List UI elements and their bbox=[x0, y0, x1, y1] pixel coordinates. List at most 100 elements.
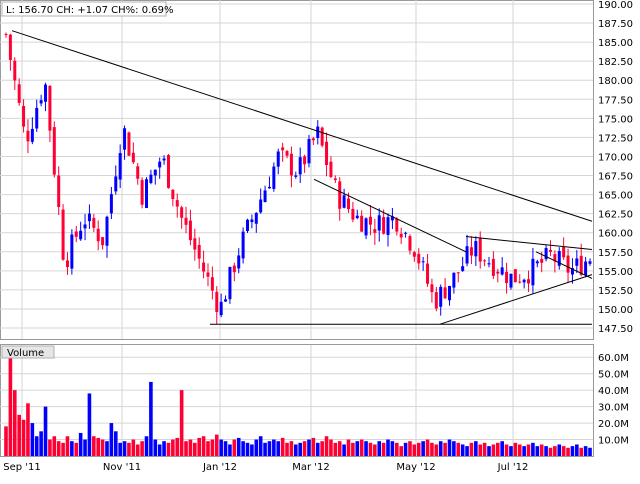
volume-bar bbox=[179, 390, 184, 456]
candle-body bbox=[566, 255, 570, 273]
candle-body bbox=[197, 245, 201, 259]
volume-bar bbox=[561, 446, 566, 456]
candle-body bbox=[426, 263, 430, 284]
candle-body bbox=[158, 161, 162, 168]
volume-bar bbox=[324, 436, 329, 456]
candle-body bbox=[281, 147, 285, 151]
date-tick-label: May '12 bbox=[396, 462, 435, 473]
volume-bar bbox=[359, 439, 364, 456]
candle-body bbox=[346, 198, 350, 210]
volume-bar bbox=[100, 439, 105, 456]
candle-body bbox=[193, 238, 197, 250]
volume-bar bbox=[566, 447, 570, 456]
volume-bar bbox=[421, 441, 425, 456]
candle-body bbox=[171, 189, 175, 199]
candle-body bbox=[232, 265, 236, 273]
candle-body bbox=[500, 267, 504, 275]
candle-body bbox=[8, 34, 12, 60]
candle-body bbox=[355, 215, 359, 219]
volume-bar bbox=[311, 437, 316, 456]
candle-body bbox=[408, 236, 412, 251]
volume-bar bbox=[105, 441, 109, 456]
candle-body bbox=[483, 260, 487, 262]
candle-body bbox=[39, 100, 43, 104]
volume-bar bbox=[17, 414, 21, 456]
volume-bar bbox=[491, 444, 496, 456]
candle-body bbox=[527, 279, 531, 284]
volume-bar bbox=[302, 441, 307, 456]
volume-bar bbox=[267, 441, 272, 456]
candle-body bbox=[496, 271, 500, 274]
candle-body bbox=[26, 130, 30, 142]
candle-body bbox=[180, 207, 184, 218]
candle-body bbox=[61, 209, 65, 260]
volume-bar bbox=[122, 441, 127, 456]
candle-body bbox=[382, 217, 386, 234]
price-panel bbox=[0, 0, 594, 340]
trendline bbox=[313, 178, 467, 253]
candle-body bbox=[307, 138, 311, 164]
volume-bar bbox=[570, 446, 575, 456]
volume-bar bbox=[258, 436, 263, 456]
candle-body bbox=[241, 231, 245, 259]
candle-body bbox=[412, 252, 416, 257]
volume-bar bbox=[557, 444, 562, 456]
volume-bar bbox=[579, 447, 584, 456]
candle-body bbox=[303, 156, 307, 165]
candle-body bbox=[368, 216, 372, 225]
volume-label: Volume bbox=[7, 348, 44, 359]
candle-body bbox=[228, 267, 232, 300]
quote-box-bg bbox=[1, 1, 167, 17]
volume-tick-label: 30.0M bbox=[598, 403, 629, 414]
volume-bar bbox=[531, 442, 535, 456]
volume-bar bbox=[394, 442, 399, 456]
volume-bar bbox=[21, 419, 26, 456]
candle-body bbox=[452, 272, 456, 288]
volume-bar bbox=[92, 436, 96, 456]
volume-bar bbox=[65, 436, 70, 456]
volume-bar bbox=[504, 444, 509, 456]
volume-bar bbox=[135, 444, 140, 456]
volume-bar bbox=[113, 431, 118, 456]
candle-body bbox=[377, 215, 381, 231]
volume-bar bbox=[193, 442, 197, 456]
volume-bar bbox=[109, 423, 114, 456]
candle-body bbox=[96, 228, 100, 242]
volume-tick-label: 60.0M bbox=[598, 353, 629, 364]
candle-body bbox=[579, 255, 583, 275]
price-tick-label: 180.00 bbox=[598, 76, 633, 87]
candle-body bbox=[465, 246, 469, 264]
price-tick-label: 167.50 bbox=[598, 172, 633, 183]
candle-body bbox=[548, 249, 552, 252]
volume-bar bbox=[425, 439, 430, 456]
volume-bar bbox=[438, 441, 443, 456]
volume-bar bbox=[96, 437, 101, 456]
volume-bar bbox=[544, 446, 548, 456]
volume-bar bbox=[294, 444, 298, 456]
volume-bar bbox=[157, 444, 162, 456]
volume-bar bbox=[403, 442, 408, 456]
volume-tick-label: 20.0M bbox=[598, 419, 629, 430]
volume-bar bbox=[390, 441, 395, 456]
candle-body bbox=[92, 217, 96, 228]
candle-body bbox=[553, 254, 557, 262]
candle-body bbox=[162, 158, 166, 161]
candle-body bbox=[333, 178, 337, 181]
volume-bar bbox=[583, 446, 588, 456]
date-tick-label: Jul '12 bbox=[497, 462, 529, 473]
candle-body bbox=[35, 107, 39, 129]
price-tick-label: 177.50 bbox=[598, 95, 633, 106]
volume-bar bbox=[381, 442, 386, 456]
candle-body bbox=[65, 260, 69, 268]
volume-bar bbox=[149, 381, 153, 456]
trendline bbox=[439, 274, 593, 325]
candle-body bbox=[342, 195, 346, 208]
volume-bar bbox=[351, 442, 355, 456]
candle-body bbox=[202, 262, 206, 272]
candle-body bbox=[298, 157, 302, 175]
candle-body bbox=[557, 251, 561, 266]
trendlines-layer bbox=[11, 30, 593, 325]
volume-bar bbox=[434, 444, 439, 456]
candle-body bbox=[184, 217, 188, 225]
candle-body bbox=[390, 216, 394, 221]
